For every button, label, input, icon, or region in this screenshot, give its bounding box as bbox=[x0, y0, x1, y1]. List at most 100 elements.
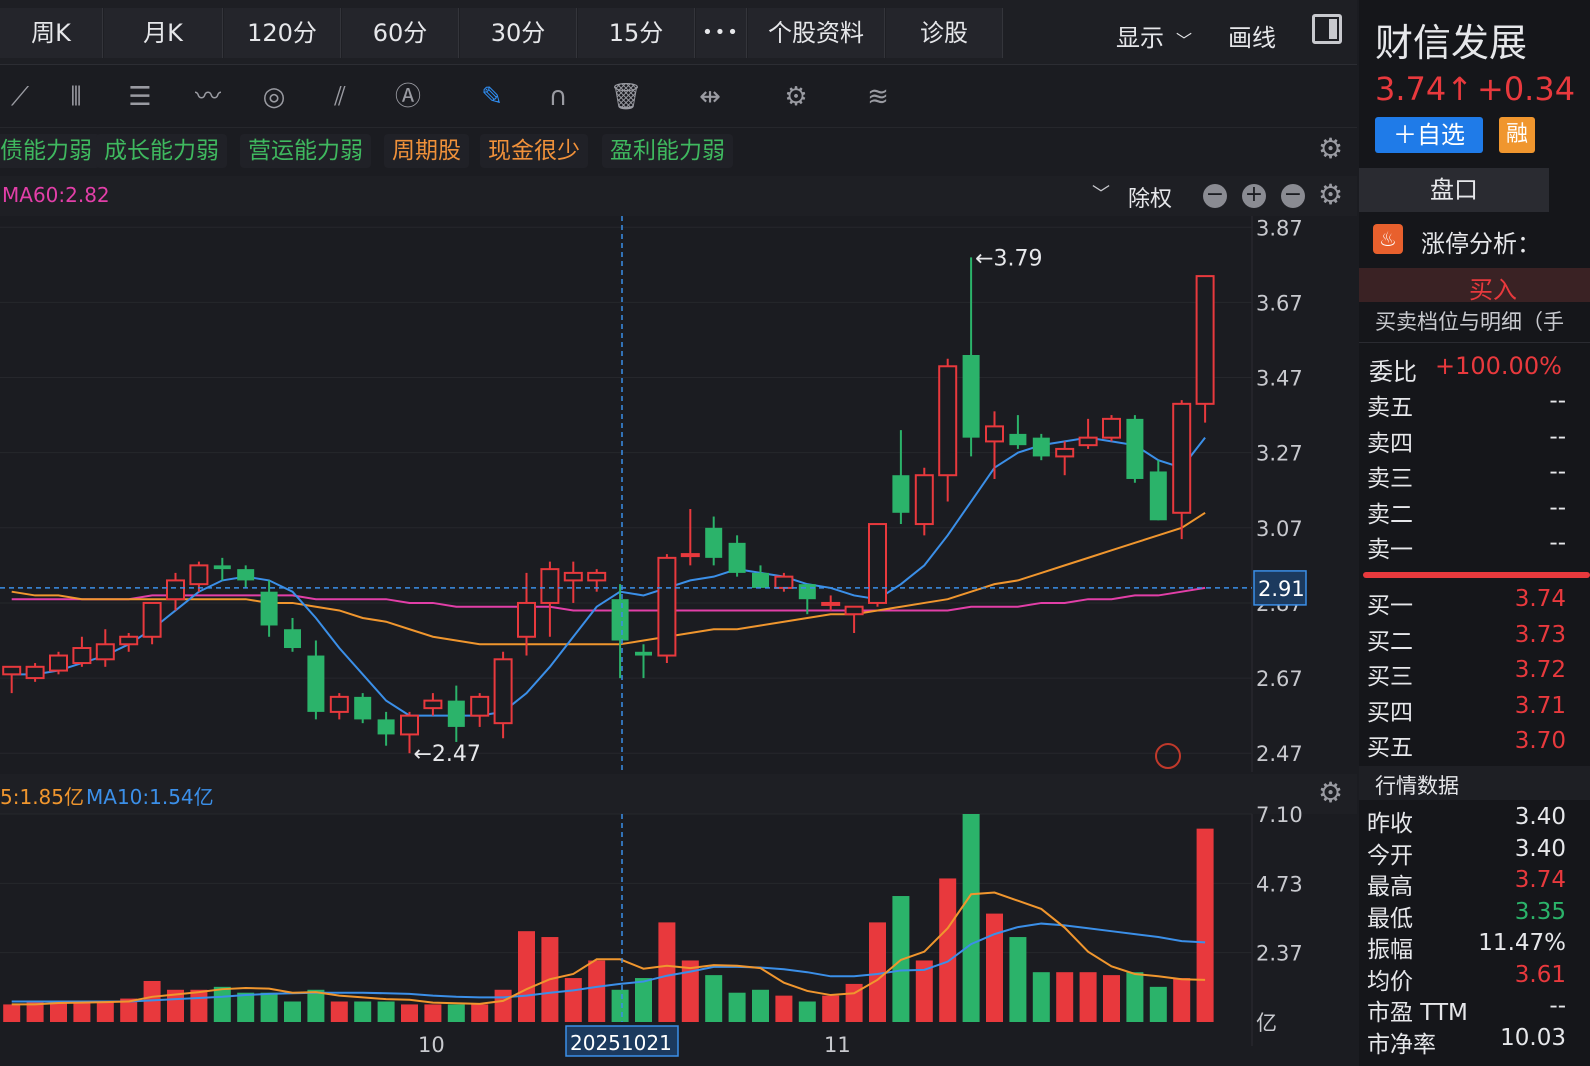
x-axis-label: 11 bbox=[824, 1033, 851, 1057]
wave-tool-icon[interactable]: 〰 bbox=[194, 82, 221, 112]
bid-label: 买二 bbox=[1367, 628, 1413, 655]
bid-label: 买四 bbox=[1367, 699, 1413, 726]
candle-body-up bbox=[657, 556, 677, 657]
pitchfork-tool-icon[interactable]: ⫽ bbox=[334, 82, 346, 112]
tab-30min[interactable]: 30分 bbox=[460, 8, 577, 58]
tab-15min[interactable]: 15分 bbox=[578, 8, 695, 58]
display-dropdown[interactable]: 显示 ﹀ bbox=[1116, 18, 1192, 53]
resize-tool-icon[interactable]: ⇹ bbox=[699, 82, 721, 112]
ask-value: -- bbox=[1549, 423, 1566, 450]
candle-body-down bbox=[447, 700, 465, 727]
candle-body-down bbox=[752, 572, 769, 588]
cycle-tool-icon[interactable]: ◎ bbox=[262, 82, 286, 112]
candle-body-up bbox=[563, 571, 583, 582]
candle-body-down bbox=[611, 599, 629, 641]
candle-body-down bbox=[728, 542, 746, 573]
tag-debt-weak[interactable]: 债能力弱 bbox=[0, 134, 100, 168]
kline-chart[interactable]: 3.873.673.473.273.072.872.672.47 ←3.79←2… bbox=[0, 216, 1357, 1066]
volume-bar bbox=[26, 1001, 44, 1022]
pen-tool-icon[interactable]: ✎ bbox=[481, 82, 503, 112]
volume-ma10-line bbox=[11, 922, 1206, 1003]
volume-bar bbox=[588, 960, 606, 1022]
tab-stock-profile[interactable]: 个股资料 bbox=[748, 8, 885, 58]
candle-body-down bbox=[1032, 437, 1050, 457]
tab-diagnose[interactable]: 诊股 bbox=[886, 8, 1003, 58]
volume-bar bbox=[471, 1004, 489, 1022]
tag-low-cash[interactable]: 现金很少 bbox=[480, 134, 588, 168]
tab-month-k[interactable]: 月K bbox=[104, 8, 223, 58]
volume-bar bbox=[1056, 972, 1074, 1022]
panel-toggle-icon[interactable] bbox=[1312, 14, 1342, 44]
volume-bar bbox=[939, 878, 957, 1022]
limit-up-analysis[interactable]: 涨停分析： bbox=[1421, 230, 1541, 258]
market-row: 今开 3.40 bbox=[1359, 834, 1590, 869]
market-data-title: 行情数据 bbox=[1375, 774, 1459, 798]
margin-badge[interactable]: 融 bbox=[1499, 117, 1535, 153]
add-watchlist-button[interactable]: ＋自选 bbox=[1375, 117, 1483, 153]
candle-body-up bbox=[119, 635, 139, 646]
tab-week-k[interactable]: 周K bbox=[0, 8, 103, 58]
candle-body-up bbox=[1195, 275, 1215, 405]
ask-row: 卖一 -- bbox=[1359, 528, 1590, 564]
ask-row: 卖二 -- bbox=[1359, 493, 1590, 529]
market-data-header: 行情数据 bbox=[1359, 766, 1590, 800]
delete-tool-icon[interactable]: 🗑 bbox=[609, 82, 643, 112]
volume-bars bbox=[3, 814, 1214, 1022]
candle-body-down bbox=[1149, 471, 1167, 521]
market-label: 均价 bbox=[1367, 968, 1413, 995]
price-tick-label: 3.27 bbox=[1256, 442, 1303, 466]
tab-60min[interactable]: 60分 bbox=[342, 8, 459, 58]
bid-value: 3.73 bbox=[1514, 621, 1566, 648]
tag-operation-weak[interactable]: 营运能力弱 bbox=[240, 134, 371, 168]
buy-bar[interactable]: 买入 bbox=[1359, 268, 1590, 304]
drawing-toolbar: ⟋ ⦀ ☰ 〰 ◎ ⫽ Ⓐ ✎ ∩ 🗑 ⇹ ⚙ ≋ bbox=[0, 65, 1357, 128]
draw-line-button[interactable]: 画线 bbox=[1228, 24, 1276, 52]
gear-icon[interactable]: ⚙ bbox=[1318, 776, 1344, 809]
magnet-tool-icon[interactable]: ∩ bbox=[548, 82, 568, 112]
candle-body-down bbox=[354, 696, 372, 720]
market-row: 均价 3.61 bbox=[1359, 960, 1590, 995]
chevron-down-icon[interactable]: ﹀ bbox=[1092, 184, 1110, 205]
market-value: 3.61 bbox=[1514, 961, 1566, 988]
candle-body-up bbox=[1172, 402, 1192, 514]
volume-bar bbox=[96, 1001, 114, 1022]
gear-icon[interactable]: ⚙ bbox=[1318, 178, 1344, 211]
layers-tool-icon[interactable]: ≋ bbox=[867, 82, 889, 112]
market-row: 市盈 TTM -- bbox=[1359, 991, 1590, 1026]
crosshair-price-box bbox=[1253, 570, 1307, 606]
text-annotation-tool-icon[interactable]: Ⓐ bbox=[394, 82, 421, 112]
candle-body-up bbox=[680, 553, 700, 558]
market-label: 昨收 bbox=[1367, 811, 1413, 837]
order-book-title: 买卖档位与明细（手 bbox=[1375, 310, 1564, 334]
volume-bar bbox=[50, 1001, 67, 1022]
tab-pankou[interactable]: 盘口 bbox=[1359, 168, 1549, 212]
crosshair-price-label: 2.91 bbox=[1258, 577, 1305, 601]
volume-bar bbox=[962, 814, 980, 1022]
volume-tick-label: 7.10 bbox=[1256, 803, 1303, 827]
candle-body-down bbox=[213, 565, 231, 570]
tag-growth-weak[interactable]: 成长能力弱 bbox=[96, 134, 227, 168]
market-value: -- bbox=[1549, 993, 1566, 1019]
ma5-line bbox=[11, 436, 1206, 717]
volume-bar bbox=[120, 998, 138, 1022]
fuquan-button[interactable]: 除权 bbox=[1128, 187, 1173, 212]
zoom-out-icon[interactable]: − bbox=[1281, 184, 1305, 208]
bid-row: 买四 3.71 bbox=[1359, 691, 1590, 727]
zoom-in-icon[interactable]: + bbox=[1242, 184, 1266, 208]
ask-label: 卖二 bbox=[1367, 501, 1413, 528]
tag-cyclical[interactable]: 周期股 bbox=[384, 134, 469, 168]
more-tabs-button[interactable]: ••• bbox=[696, 8, 747, 58]
tag-profit-weak[interactable]: 盈利能力弱 bbox=[602, 134, 733, 168]
vertical-lines-tool-icon[interactable]: ⦀ bbox=[70, 82, 82, 112]
market-value: 3.35 bbox=[1514, 898, 1566, 925]
tab-120min[interactable]: 120分 bbox=[224, 8, 341, 58]
volume-bar bbox=[260, 992, 278, 1022]
fibonacci-tool-icon[interactable]: ☰ bbox=[128, 82, 152, 112]
candle-body-down bbox=[1126, 418, 1144, 479]
candle-body-up bbox=[1102, 417, 1121, 439]
trend-line-tool-icon[interactable]: ⟋ bbox=[10, 82, 30, 112]
candle-body-up bbox=[142, 601, 162, 638]
gear-icon[interactable]: ⚙ bbox=[1318, 132, 1344, 165]
settings-tool-icon[interactable]: ⚙ bbox=[784, 82, 808, 112]
minus-icon[interactable]: − bbox=[1203, 184, 1227, 208]
